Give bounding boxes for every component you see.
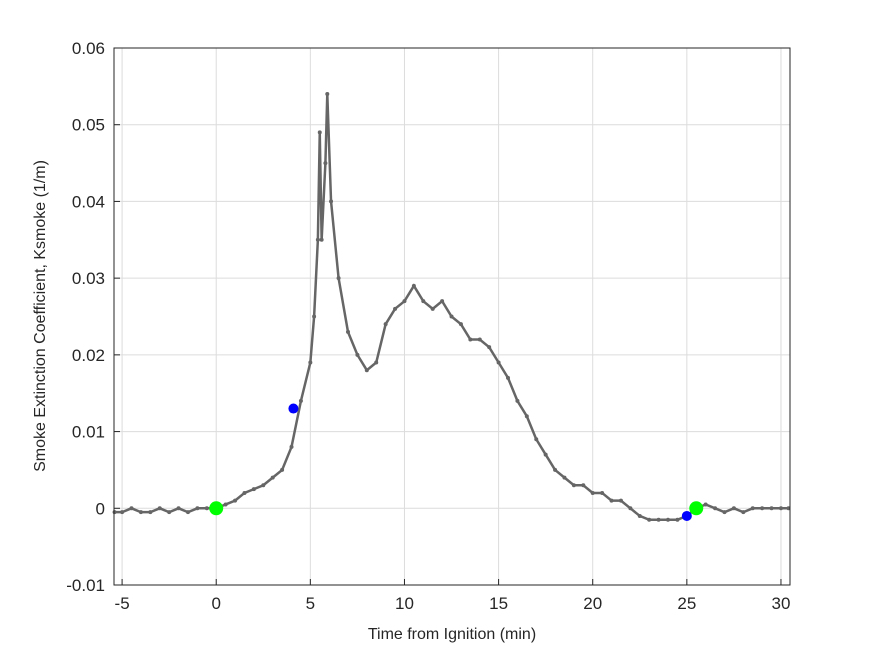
data-point <box>383 322 388 327</box>
data-point <box>590 490 595 495</box>
data-point <box>402 299 407 304</box>
y-tick-label: 0.01 <box>72 423 105 442</box>
x-tick-label: 30 <box>772 594 791 613</box>
x-tick-label: 5 <box>306 594 315 613</box>
data-point <box>487 345 492 350</box>
data-point <box>336 276 341 281</box>
y-axis-label: Smoke Extinction Coefficient, Ksmoke (1/… <box>32 160 49 472</box>
x-tick-label: 15 <box>489 594 508 613</box>
data-point <box>553 467 558 472</box>
data-point <box>534 437 539 442</box>
marker-point <box>209 501 224 516</box>
data-point <box>750 506 755 511</box>
x-tick-label: 20 <box>583 594 602 613</box>
data-point <box>298 398 303 403</box>
data-point <box>562 475 567 480</box>
data-point <box>741 510 746 515</box>
data-point <box>112 510 117 515</box>
y-tick-label: 0.03 <box>72 269 105 288</box>
data-point <box>656 517 661 522</box>
data-point <box>120 510 125 515</box>
data-point <box>515 398 520 403</box>
data-point <box>167 510 172 515</box>
data-point <box>345 329 350 334</box>
x-tick-label: 25 <box>677 594 696 613</box>
data-point <box>778 506 783 511</box>
data-point <box>722 510 727 515</box>
y-tick-label: 0 <box>96 499 105 518</box>
data-point <box>769 506 774 511</box>
data-point <box>317 130 322 135</box>
data-point <box>581 483 586 488</box>
data-point <box>185 510 190 515</box>
data-point <box>731 506 736 511</box>
data-point <box>319 237 324 242</box>
data-point <box>374 360 379 365</box>
data-point <box>364 368 369 373</box>
data-point <box>261 483 266 488</box>
data-point <box>138 510 143 515</box>
data-point <box>270 475 275 480</box>
data-point <box>323 161 328 166</box>
data-point <box>440 299 445 304</box>
data-point <box>421 299 426 304</box>
data-point <box>713 506 718 511</box>
data-point <box>176 506 181 511</box>
data-point <box>458 322 463 327</box>
data-point <box>430 306 435 311</box>
data-point <box>325 92 330 97</box>
marker-point <box>681 510 692 521</box>
marker-point <box>689 501 704 516</box>
y-tick-label: -0.01 <box>66 576 105 595</box>
x-axis-label: Time from Ignition (min) <box>368 626 536 643</box>
y-tick-label: 0.02 <box>72 346 105 365</box>
data-point <box>477 337 482 342</box>
marker-point <box>288 403 299 414</box>
data-point <box>628 506 633 511</box>
data-point <box>312 314 317 319</box>
data-point <box>289 444 294 449</box>
data-point <box>703 502 708 507</box>
data-point <box>666 517 671 522</box>
data-point <box>308 360 313 365</box>
data-point <box>355 352 360 357</box>
data-point <box>251 487 256 492</box>
y-tick-label: 0.05 <box>72 116 105 135</box>
data-point <box>280 467 285 472</box>
data-point <box>647 517 652 522</box>
data-point <box>543 452 548 457</box>
data-point <box>496 360 501 365</box>
data-point <box>618 498 623 503</box>
data-point <box>242 490 247 495</box>
y-tick-label: 0.04 <box>72 192 105 211</box>
data-point <box>223 502 228 507</box>
data-point <box>148 510 153 515</box>
x-tick-label: 0 <box>211 594 220 613</box>
data-point <box>506 375 511 380</box>
data-point <box>571 483 576 488</box>
data-point <box>315 237 320 242</box>
data-point <box>524 414 529 419</box>
data-point <box>675 517 680 522</box>
data-point <box>129 506 134 511</box>
data-point <box>329 199 334 204</box>
x-tick-label: -5 <box>115 594 130 613</box>
data-point <box>157 506 162 511</box>
data-point <box>760 506 765 511</box>
axes-box <box>113 47 791 586</box>
y-tick-label: 0.06 <box>72 39 105 58</box>
data-point <box>786 506 791 511</box>
data-point <box>637 513 642 518</box>
x-tick-label: 10 <box>395 594 414 613</box>
data-point <box>204 506 209 511</box>
data-point <box>393 306 398 311</box>
data-point <box>609 498 614 503</box>
data-point <box>449 314 454 319</box>
data-point <box>411 283 416 288</box>
data-point <box>468 337 473 342</box>
data-point <box>195 506 200 511</box>
data-point <box>233 498 238 503</box>
data-point <box>600 490 605 495</box>
